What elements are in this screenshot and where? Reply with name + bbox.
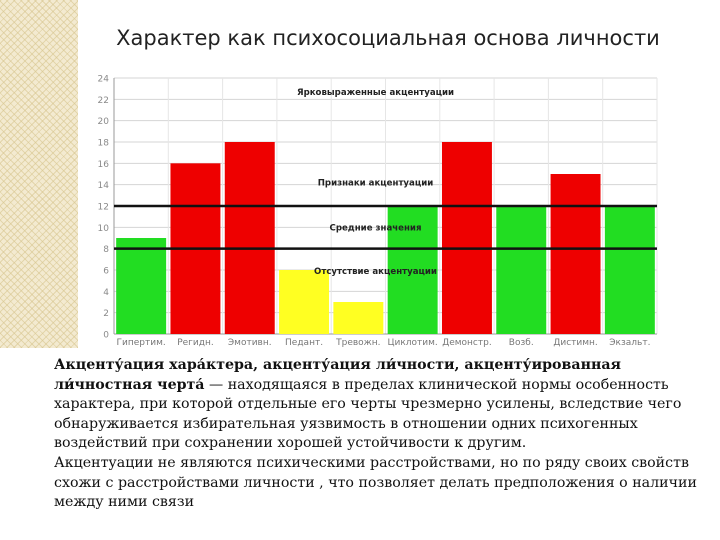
x-tick-label: Гипертим. (117, 338, 166, 348)
bar (224, 142, 275, 334)
x-tick-label: Дистимн. (553, 338, 597, 348)
zone-label: Отсутствие акцентуации (314, 267, 437, 277)
x-tick-label: Эмотивн. (228, 338, 272, 348)
zone-label: Признаки акцентуации (318, 179, 434, 189)
bar (387, 206, 438, 334)
x-tick-label: Экзальт. (609, 338, 650, 348)
x-tick-label: Педант. (285, 338, 323, 348)
x-tick-label: Регидн. (177, 338, 214, 348)
slide-title: Характер как психосоциальная основа личн… (116, 26, 660, 50)
bar (550, 174, 601, 334)
x-tick-label: Демонстр. (442, 338, 492, 348)
definition-text: Акценту́ация хара́ктера, акценту́ация ли… (54, 356, 706, 513)
definition-paragraph: Акценту́ация хара́ктера, акценту́ация ли… (54, 356, 706, 454)
zone-label: Ярковыраженные акцентуации (297, 88, 454, 98)
y-tick-label: 8 (103, 245, 109, 255)
y-tick-label: 14 (98, 181, 110, 191)
bar (279, 270, 330, 334)
bar (333, 302, 384, 334)
note-paragraph: Акцентуации не являются психическими рас… (54, 454, 697, 511)
y-tick-label: 12 (98, 203, 109, 213)
y-tick-label: 20 (98, 117, 110, 127)
y-tick-label: 2 (103, 309, 109, 319)
y-tick-label: 10 (98, 224, 110, 234)
y-tick-label: 0 (103, 331, 109, 341)
bar (496, 206, 547, 334)
y-tick-label: 4 (103, 288, 109, 298)
bar-chart: 0 2 4 6 8 10 12 14 16 18 20 22 24 Ярковыраженные акце… (88, 68, 668, 348)
definition-body: — находящаяся в пределах клинической нор… (54, 376, 682, 452)
bar (441, 142, 492, 334)
y-tick-label: 24 (98, 75, 110, 85)
definition-term: Акценту́ация хара́ктера, акценту́ация ли… (54, 357, 622, 393)
y-tick-label: 18 (98, 139, 110, 149)
x-tick-label: Циклотим. (388, 338, 438, 348)
zone-label: Средние значения (330, 223, 422, 233)
decorative-stripe (0, 0, 78, 348)
bar (604, 206, 655, 334)
y-tick-label: 22 (98, 96, 109, 106)
bar (116, 238, 167, 334)
y-tick-label: 6 (103, 267, 109, 277)
x-tick-label: Возб. (509, 338, 534, 348)
x-tick-label: Тревожн. (335, 338, 380, 348)
y-tick-label: 16 (98, 160, 110, 170)
